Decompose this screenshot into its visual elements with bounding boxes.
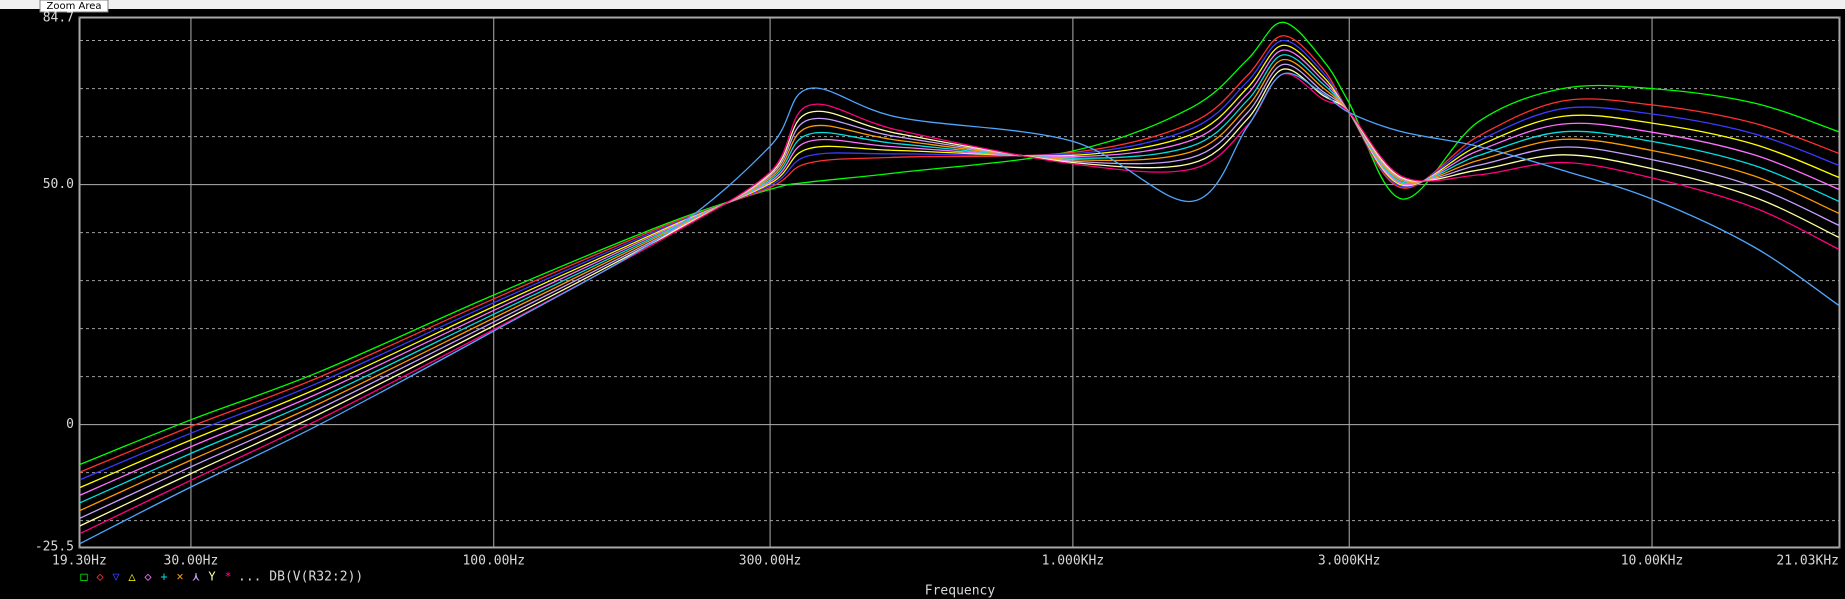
legend-marker: Y xyxy=(208,570,216,584)
legend-marker: □ xyxy=(80,570,87,584)
legend-marker: ◇ xyxy=(96,570,104,584)
legend-marker: * xyxy=(224,570,231,584)
legend-marker: ⋏ xyxy=(191,570,200,584)
x-tick-label: 19.30Hz xyxy=(52,554,107,569)
legend-marker: + xyxy=(160,570,167,584)
y-tick-label: -25.5 xyxy=(35,540,74,555)
x-tick-label: 30.00Hz xyxy=(164,554,219,569)
series-line xyxy=(79,21,1840,466)
x-axis-label: Frequency xyxy=(925,584,996,599)
series-line xyxy=(79,54,1840,504)
y-tick-label: 84.7 xyxy=(43,11,74,26)
series-line xyxy=(79,44,1840,489)
x-tick-label: 21.03KHz xyxy=(1776,554,1839,569)
x-tick-label: 1.000KHz xyxy=(1042,554,1105,569)
legend-marker: △ xyxy=(128,570,136,584)
x-tick-label: 3.000KHz xyxy=(1318,554,1381,569)
legend-marker: × xyxy=(176,570,183,584)
series-line xyxy=(79,59,1840,512)
x-tick-label: 10.00KHz xyxy=(1621,554,1684,569)
y-tick-label: 50.0 xyxy=(43,177,74,192)
series-line xyxy=(79,39,1840,481)
legend-marker: ▽ xyxy=(112,570,120,584)
series-line xyxy=(79,73,1840,535)
y-tick-label: 0 xyxy=(66,417,74,432)
series-line xyxy=(79,68,1840,527)
plot-frame xyxy=(78,16,1841,549)
x-tick-label: 300.00Hz xyxy=(739,554,802,569)
legend-text: ... DB(V(R32:2)) xyxy=(238,570,363,585)
series-line xyxy=(79,72,1840,545)
top-strip xyxy=(0,0,1845,9)
series-line xyxy=(79,35,1840,473)
tooltip: Zoom Area xyxy=(46,1,101,12)
series-line xyxy=(79,49,1840,496)
series-line xyxy=(79,63,1840,519)
legend-marker: ◇ xyxy=(144,570,152,584)
tooltip-box xyxy=(39,0,109,13)
x-tick-label: 100.00Hz xyxy=(462,554,525,569)
